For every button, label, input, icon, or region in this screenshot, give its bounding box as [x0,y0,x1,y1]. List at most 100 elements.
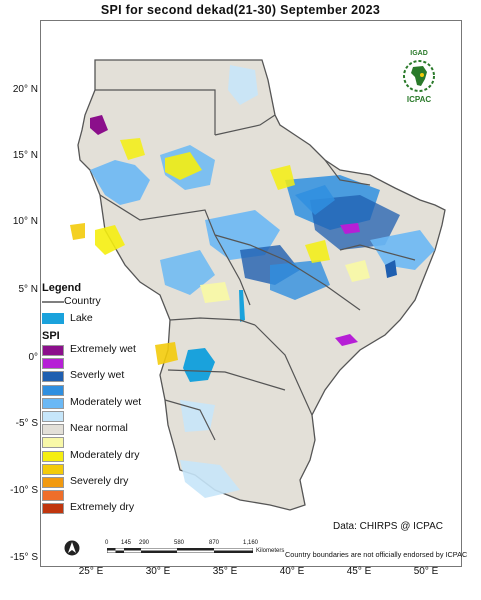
spi-class: Severely dry [40,474,175,489]
swatch-icon [42,384,64,396]
dry-area [95,225,125,255]
legend-country-label: Country [64,295,101,307]
swatch-icon [42,437,64,449]
spi-classes: Extremely wet Severly wet Moderately wet… [40,343,175,515]
scale-bar: 0 145 290 580 870 1,160 Kilometers [105,540,305,560]
x-tick-label: 50° E [413,566,439,577]
wet-area [295,185,335,215]
legend-title: Legend [42,282,82,294]
spi-class: Moderately wet [40,395,175,410]
swatch-icon [42,397,64,409]
swatch-icon [42,450,64,462]
wet-area [160,250,215,295]
dry-area [165,152,202,180]
map-legend: Legend Country Lake SPI Extremely wet Se… [40,282,175,515]
spi-class-label: Moderately wet [70,395,142,408]
x-tick-label: 35° E [212,566,238,577]
dry-area [200,282,230,303]
lake-swatch-icon [42,313,64,324]
wet-area [228,65,258,105]
spi-map [70,59,446,511]
spi-class: Extremely wet [40,343,175,357]
legend-country-row: Country [40,294,175,311]
dry-area [70,223,85,240]
swatch-icon [42,476,64,488]
spi-class-label: Extremely wet [70,343,136,355]
spi-class [40,489,175,502]
dry-area [345,260,370,282]
spi-class: Moderately dry [40,448,175,463]
x-tick-label: 25° E [78,566,104,577]
swatch-icon [42,371,64,383]
spi-class-label: Extremely dry [70,501,135,514]
spi-class: Severly wet [40,369,175,383]
scale-label: 1,160 [243,540,259,546]
country-borders [95,89,416,441]
lake-victoria [183,348,215,382]
extremely-wet-area [335,334,358,346]
dry-area [155,342,178,365]
scale-label: 0 [105,540,109,546]
scale-label: 580 [174,540,185,546]
y-tick-label: -10° S [10,485,38,496]
wet-area [90,160,150,205]
scale-label: 870 [209,540,220,546]
spi-class [40,357,175,370]
north-arrow-icon [64,540,80,556]
swatch-icon [42,463,64,475]
africa-logo-icon [403,60,435,92]
lake-turkana [239,290,245,322]
scale-unit: Kilometers [256,548,285,554]
extremely-wet-area [90,115,108,135]
logo-top-text: IGAD [410,50,428,57]
spi-class [40,463,175,476]
extremely-wet-area [340,223,360,234]
legend-lake-label: Lake [70,312,93,324]
spi-class: Near normal [40,422,175,436]
dry-area [120,138,145,160]
scale-label: 290 [139,540,150,546]
spi-class-label: Near normal [70,422,128,435]
y-tick-label: 0° [28,352,38,363]
spi-class-label: Severly wet [70,369,125,382]
disclaimer: Country boundaries are not officially en… [285,550,468,559]
x-tick-label: 45° E [346,566,372,577]
spi-class [40,436,175,449]
logo-bottom-text: ICPAC [406,95,432,104]
spi-class: Extremely dry [40,501,175,515]
wet-area [180,460,240,498]
spi-class-label: Moderately dry [70,448,140,461]
wet-area [180,400,215,432]
dry-area [305,240,330,263]
swatch-icon [42,490,64,502]
wet-area [270,260,330,300]
legend-lake-row: Lake [40,311,175,328]
x-tick-label: 30° E [145,566,171,577]
country-line-icon [42,301,64,303]
y-tick-label: 5° N [18,284,38,295]
spi-class [40,384,175,397]
igad-logo: IGAD ICPAC [396,50,442,106]
spi-class-label: Severely dry [70,474,129,487]
spi-title: SPI [42,330,60,342]
y-tick-label: 15° N [12,150,38,161]
swatch-icon [42,345,64,356]
data-credit: Data: CHIRPS @ ICPAC [333,521,443,532]
swatch-icon [42,358,64,370]
swatch-icon [42,410,64,422]
map-title: SPI for second dekad(21-30) September 20… [100,3,381,17]
y-tick-label: 10° N [12,216,38,227]
wet-area [310,195,400,250]
y-tick-label: 20° N [12,84,38,95]
x-tick-label: 40° E [279,566,305,577]
swatch-icon [42,503,64,515]
y-tick-label: -5° S [15,418,38,429]
spi-class [40,410,175,423]
scale-label: 145 [121,540,132,546]
dry-area [270,165,295,190]
wet-area [370,230,435,270]
scale-bar-graphic [107,548,253,553]
y-tick-label: -15° S [10,552,38,563]
swatch-icon [42,424,64,436]
extremely-wet-area [385,260,397,278]
